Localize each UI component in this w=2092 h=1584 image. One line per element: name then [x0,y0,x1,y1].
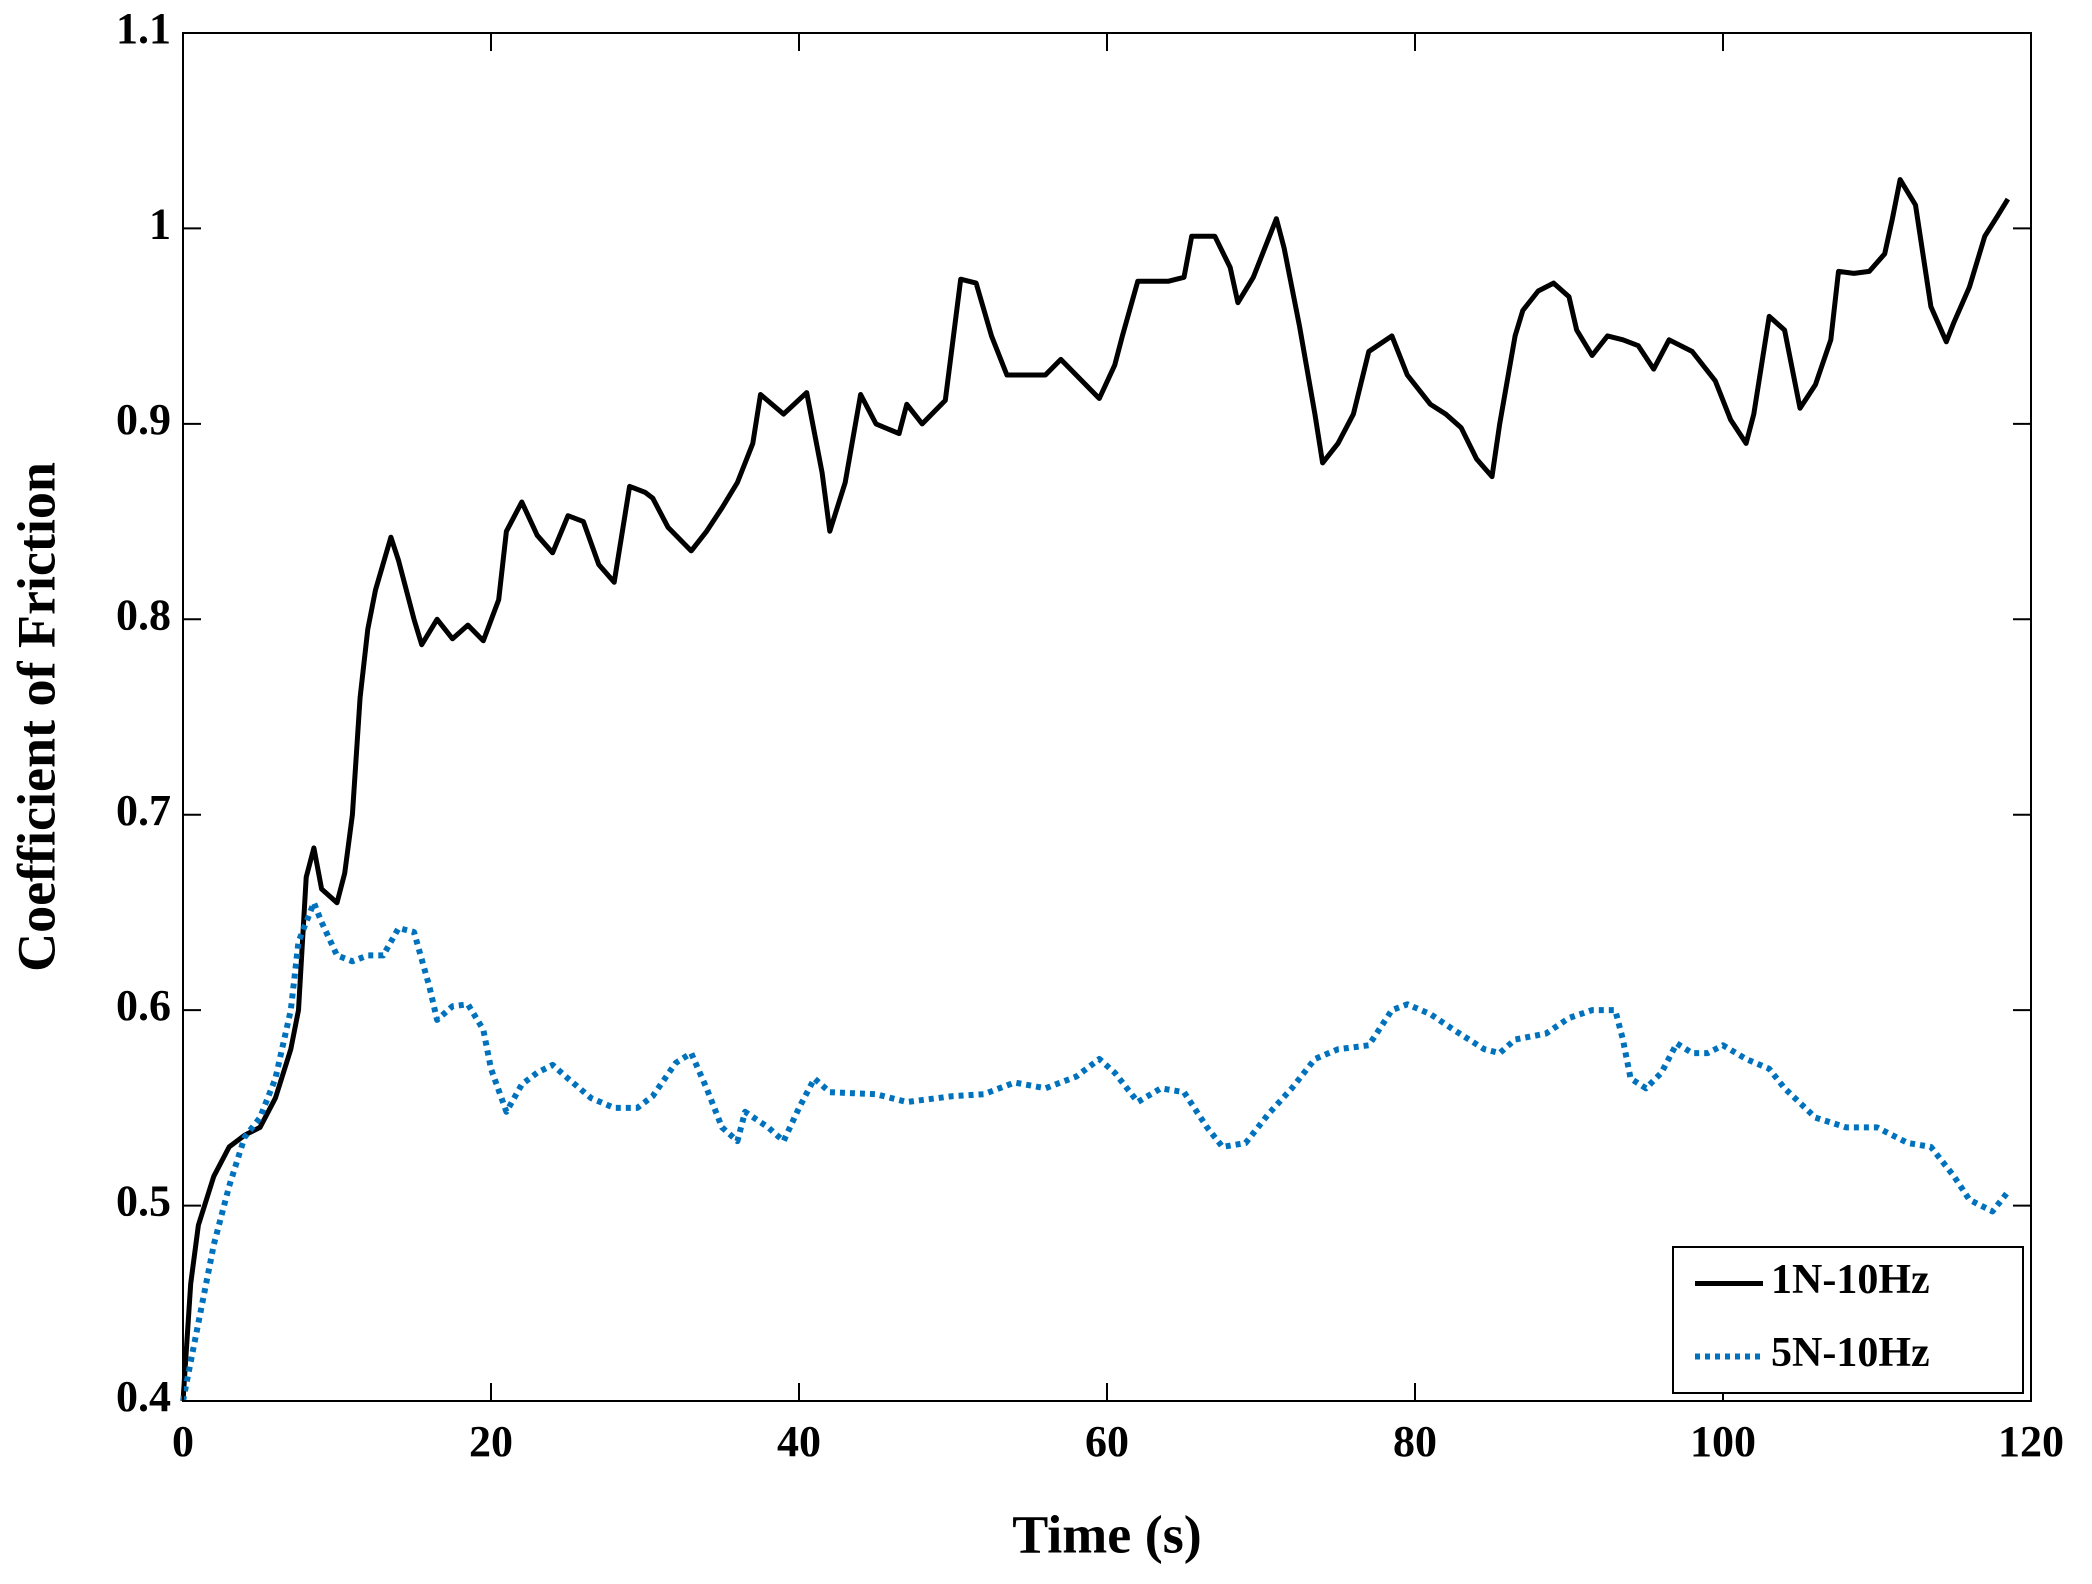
y-tick-label: 0.6 [116,981,171,1030]
data-line [180,899,2011,1402]
legend-box [1672,1246,2024,1394]
y-tick-label: 0.7 [116,786,171,835]
x-tick-label: 100 [1690,1417,1756,1466]
x-tick-label: 0 [172,1417,194,1466]
y-tick-label: 0.9 [116,395,171,444]
x-tick-label: 40 [777,1417,821,1466]
y-axis-label: Coefficient of Friction [6,462,66,972]
y-tick-label: 1 [149,200,171,249]
y-tick-label: 0.8 [116,590,171,639]
axes-box [182,32,2032,1402]
x-tick-label: 120 [1998,1417,2064,1466]
legend-label: 5N-10Hz [1771,1330,1930,1376]
x-tick-label: 80 [1393,1417,1437,1466]
y-tick-label: 0.5 [116,1177,171,1226]
legend-label: 1N-10Hz [1771,1257,1930,1303]
data-line [180,177,2011,1402]
x-axis-label: Time (s) [1012,1504,1201,1564]
y-tick-label: 0.4 [116,1372,171,1421]
x-tick-label: 20 [469,1417,513,1466]
y-tick-label: 1.1 [116,4,171,53]
x-tick-label: 60 [1085,1417,1129,1466]
